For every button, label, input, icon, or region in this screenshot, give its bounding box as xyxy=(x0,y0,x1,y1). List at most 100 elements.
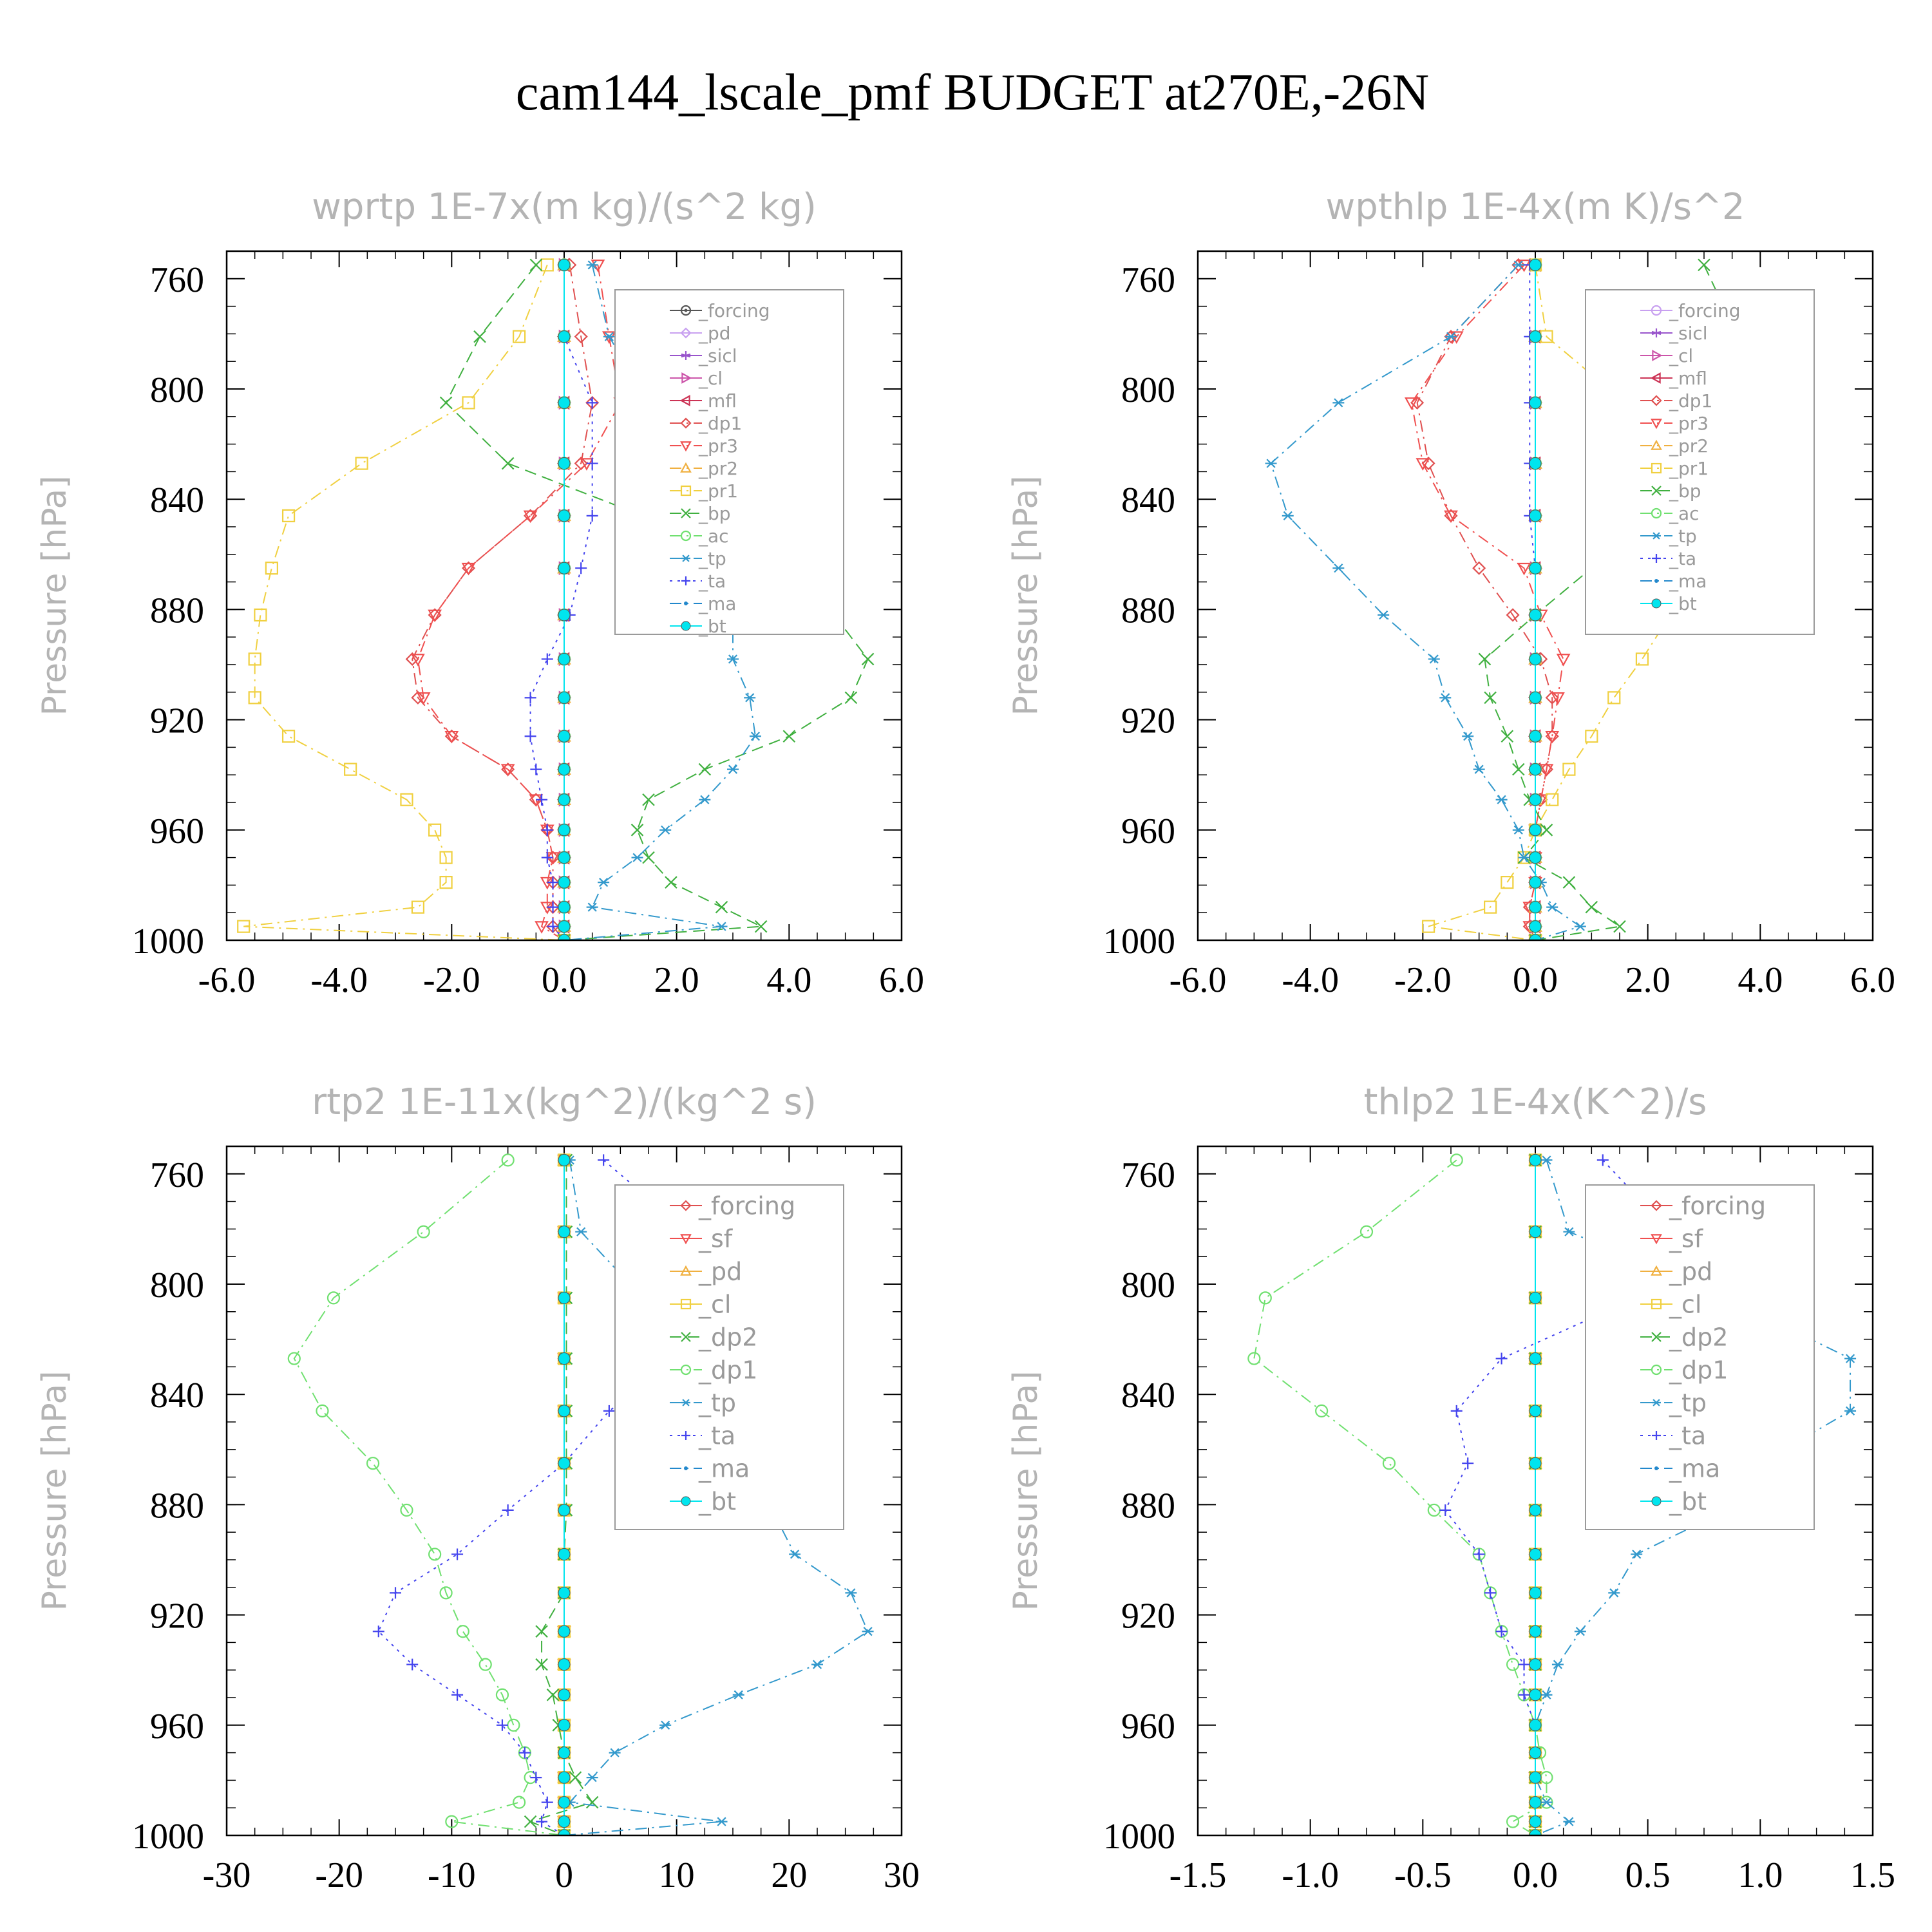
legend-entry: _cl xyxy=(670,368,723,389)
data-point_dp1 xyxy=(439,1586,453,1600)
plot-area xyxy=(1247,1146,1857,1835)
legend-label: _sicl xyxy=(698,345,737,366)
legend: _forcing_sicl_cl_mfl_dp1_pr3_pr2_pr1_bp_… xyxy=(1585,289,1815,635)
data-point_tp xyxy=(1844,1354,1857,1363)
data-point_dp1 xyxy=(366,1457,380,1470)
data-point_bp xyxy=(1478,652,1492,666)
data-point_ta xyxy=(524,730,536,743)
legend-entry: _mfl xyxy=(670,390,737,412)
y-tick-label: 960 xyxy=(150,811,204,851)
legend: _forcing _sf _pd _cl _dp2 _dp1 _tp _ta _ma _bt xyxy=(1585,1184,1815,1530)
data-point_bp xyxy=(1562,876,1576,889)
data-point_bt xyxy=(1529,1747,1542,1759)
legend-swatch-marker xyxy=(1652,1431,1661,1440)
data-point_bt xyxy=(558,609,571,621)
series-line_dp2 xyxy=(528,1160,594,1835)
legend-entry: _dp1 xyxy=(670,1356,757,1384)
x-tick-label: 0.0 xyxy=(1513,1855,1558,1895)
legend-swatch-marker xyxy=(1651,486,1662,496)
data-point_bt xyxy=(558,1504,571,1517)
series_pr3 xyxy=(1405,260,1571,940)
legend-label: _ma xyxy=(1669,571,1707,592)
plot-frame xyxy=(1197,250,1874,942)
data-point_bt xyxy=(558,258,571,271)
data-point_tp xyxy=(575,1227,587,1236)
legend-label: _ma xyxy=(1669,1454,1720,1482)
legend-entry: _pd xyxy=(670,323,731,344)
panel-title: wpthlp 1E-4x(m K)/s^2 xyxy=(1325,186,1745,228)
legend-label: _mfl xyxy=(1669,368,1707,389)
data-point_dp1 xyxy=(1315,1404,1329,1417)
legend-swatch-marker xyxy=(1652,1399,1661,1406)
legend-swatch-marker xyxy=(680,327,692,339)
legend-swatch-marker xyxy=(681,1496,691,1506)
legend-entry: _mfl xyxy=(1640,368,1707,389)
legend-swatch-marker-ring xyxy=(680,305,692,316)
legend-entry: _forcing xyxy=(1640,300,1741,321)
data-point_tp xyxy=(1546,902,1558,912)
legend-swatch-marker xyxy=(681,351,691,360)
legend-swatch-marker xyxy=(1651,462,1662,474)
data-point_tp xyxy=(1428,654,1440,664)
legend-entry: _sicl xyxy=(670,345,737,366)
legend-label: _pr3 xyxy=(698,435,738,457)
data-point_bp xyxy=(439,396,453,410)
data-point_bt xyxy=(1529,1625,1542,1638)
data-point_dp1 xyxy=(1359,1225,1374,1238)
legend-swatch-marker xyxy=(1651,439,1662,450)
data-point_bt xyxy=(558,1689,571,1701)
y-tick-label: 920 xyxy=(1121,1596,1175,1636)
y-tick-label: 800 xyxy=(150,370,204,410)
data-point_pr1 xyxy=(254,608,267,622)
legend-entry: _tp xyxy=(1640,1388,1707,1417)
y-tick-label: 840 xyxy=(150,480,204,520)
data-point_bt xyxy=(1529,934,1542,940)
legend-entry: _bt xyxy=(1640,593,1697,614)
figure-title: cam144_lscale_pmf BUDGET at270E,-26N xyxy=(516,64,1429,121)
data-point_dp1 xyxy=(501,1153,515,1167)
data-point_ta xyxy=(406,1658,419,1671)
legend-swatch-marker xyxy=(681,554,690,562)
legend-label: _dp1 xyxy=(1669,390,1712,412)
data-point_dp1 xyxy=(1545,690,1559,705)
data-point_pr1 xyxy=(428,823,442,837)
data-point_bt xyxy=(558,1658,571,1671)
x-tick-label: 0 xyxy=(555,1855,573,1895)
legend-label: _ta xyxy=(698,571,726,592)
legend-swatch-marker-center xyxy=(684,308,688,312)
legend-label: _tp xyxy=(1669,526,1697,547)
legend-entry: _tp xyxy=(670,548,726,569)
legend-entry: _ma xyxy=(1640,1454,1720,1482)
legend-label: _pd xyxy=(1669,1257,1712,1285)
data-point_tp xyxy=(1540,1797,1553,1807)
data-point_pr3 xyxy=(1405,397,1419,410)
legend-label: _pr1 xyxy=(698,480,738,502)
data-point_pr1 xyxy=(281,509,296,522)
data-point_dp1 xyxy=(1247,1352,1261,1365)
series_ta xyxy=(1524,259,1541,940)
data-point_ta xyxy=(451,1548,464,1560)
data-point_bt xyxy=(1529,258,1542,271)
data-point_dp2 xyxy=(535,1625,548,1638)
x-tick-label: 2.0 xyxy=(654,960,699,1000)
data-point_pr1 xyxy=(400,793,413,806)
panel-title: rtp2 1E-11x(kg^2)/(kg^2 s) xyxy=(312,1081,817,1123)
data-point_bt xyxy=(1529,1829,1542,1835)
series_bt xyxy=(1529,1153,1542,1835)
data-point_dp1 xyxy=(513,1795,526,1809)
chart-panel-3: rtp2 1E-11x(kg^2)/(kg^2 s) Pressure [hPa]… xyxy=(35,1081,920,1895)
y-tick-label: 960 xyxy=(1121,811,1175,851)
data-point_tp xyxy=(1332,398,1345,408)
y-tick-label: 840 xyxy=(1121,480,1175,520)
legend-swatch-marker xyxy=(1652,554,1661,563)
data-point_bt xyxy=(558,934,571,940)
legend-label: _cl xyxy=(698,1290,731,1318)
data-point_bt xyxy=(1529,1796,1542,1809)
y-axis-label: Pressure [hPa] xyxy=(1007,476,1045,716)
data-point_dp1 xyxy=(1382,1457,1396,1470)
data-point_bt xyxy=(558,1457,571,1470)
data-point_pr3 xyxy=(535,921,549,934)
legend-swatch-marker xyxy=(1651,1200,1662,1211)
data-point_dp2 xyxy=(535,1658,548,1671)
